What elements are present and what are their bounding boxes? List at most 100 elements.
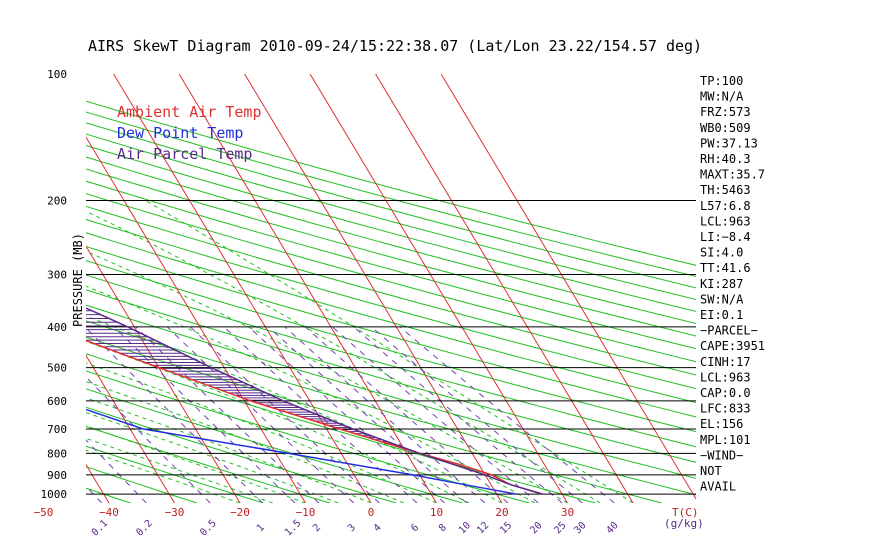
index-value: TH:5463 [700,183,751,197]
dry-adiabat-line [86,122,696,289]
index-value: L57:6.8 [700,199,751,213]
bottom-temperature-tick-label: 0 [368,506,375,519]
mixing-ratio-tick-label: 1 [255,522,267,534]
dry-adiabat-line [86,388,463,503]
isotherm-line [178,74,437,503]
index-value: KI:287 [700,277,743,291]
temperature-unit-label: T(C) [672,506,699,519]
index-value: CAP:0.0 [700,386,751,400]
mixing-ratio-line [332,326,539,503]
dry-adiabat-line [86,168,696,337]
isotherm-line [113,74,372,503]
mixing-ratio-line [268,326,468,503]
dry-adiabat-line [86,304,696,479]
mixing-ratio-tick-label: 10 [457,520,473,536]
index-value: MAXT:35.7 [700,168,765,182]
mixing-ratio-tick-label: 8 [437,522,449,534]
mixing-ratio-line [86,327,263,503]
mixing-ratio-line [166,326,355,503]
moist-adiabat-line [86,449,241,503]
index-value: SW:N/A [700,292,744,306]
pressure-tick-label: 1000 [41,488,68,501]
index-value: AVAIL [700,480,736,494]
dry-adiabat-line [86,466,198,503]
mixing-ratio-tick-label: 15 [498,520,514,536]
mixing-ratio-tick-label: 2 [311,522,323,534]
dry-adiabat-line [86,193,696,363]
isotherm-line [440,74,696,500]
dry-adiabat-line [86,218,696,390]
bottom-temperature-tick-label: −10 [296,506,316,519]
index-value: TT:41.6 [700,261,751,275]
moist-adiabat-line [86,362,437,503]
index-value: WB0:509 [700,121,751,135]
moist-adiabat-line [86,315,503,503]
index-value: CINH:17 [700,355,751,369]
mixing-ratio-line [135,326,320,503]
index-value: PW:37.13 [700,136,758,150]
index-value: LCL:963 [700,214,751,228]
dry-adiabat-line [86,205,696,376]
profile-ambient-air-temp [86,339,543,495]
dry-adiabat-line [86,156,696,325]
pressure-tick-label: 700 [47,423,67,436]
index-value: LCL:963 [700,370,751,384]
index-value: −WIND− [700,448,743,462]
mixing-ratio-tick-label: 0.2 [134,518,155,539]
legend-entry: Dew Point Temp [117,124,243,142]
dry-adiabat-line [86,133,696,301]
legend-entry: Air Parcel Temp [117,145,252,163]
index-value: MW:N/A [700,90,744,104]
bottom-temperature-tick-label: 10 [430,506,443,519]
dry-adiabat-line [86,289,696,463]
index-value: CAPE:3951 [700,339,765,353]
bottom-temperature-tick-label: 20 [495,506,508,519]
mixing-ratio-line [86,376,211,503]
moist-adiabat-line [86,210,601,503]
legend-entry: Ambient Air Temp [117,103,262,121]
y-axis-label: PRESSURE (MB) [71,233,85,327]
index-value: SI:4.0 [700,246,743,260]
dry-adiabat-line [86,370,530,503]
dry-adiabat-line [86,320,696,496]
isotherm-line [86,245,241,503]
pressure-tick-label: 600 [47,395,67,408]
isotherm-line [86,136,306,503]
mixing-ratio-tick-label: 3 [346,522,358,534]
mixing-ratio-line [86,439,147,503]
mixing-ratio-tick-label: 6 [409,522,421,534]
index-value: EL:156 [700,417,743,431]
profile-air-parcel-temp [86,307,543,495]
mixing-ratio-tick-label: 20 [528,520,544,536]
index-value: NOT [700,464,722,478]
mixing-ratio-tick-label: 4 [372,522,384,534]
isotherm-line [375,74,634,503]
pressure-tick-label: 400 [47,321,67,334]
pressure-tick-label: 500 [47,362,67,375]
mixing-ratio-line [190,326,380,503]
pressure-tick-label: 200 [47,195,67,208]
sounding-profiles [86,307,543,495]
bottom-temperature-tick-label: −20 [230,506,250,519]
pressure-tick-label: 100 [47,68,67,81]
dry-adiabat-line [86,144,696,312]
index-value: TP:100 [700,74,743,88]
pressure-tick-label: 300 [47,268,67,281]
mixing-ratio-line [113,326,296,503]
isotherms [86,74,696,503]
dry-adiabat-line [86,100,696,266]
mixing-ratio-tick-label: 40 [604,520,620,536]
dry-adiabat-line [86,111,696,277]
dry-adiabat-line [86,353,596,503]
profile-dew-point-temp [86,408,517,495]
bottom-temperature-tick-label: −30 [165,506,185,519]
mixing-ratio-tick-label: 0.5 [198,518,219,539]
index-value: EI:0.1 [700,308,743,322]
dry-adiabat-line [86,260,696,433]
isotherm-line [244,74,503,503]
dry-adiabat-line [86,445,264,503]
mixing-ratio-tick-label: 0.1 [90,518,111,539]
mixing-ratio-lines [86,326,615,503]
moist-adiabat-line [86,285,536,503]
mixing-ratio-line [371,326,583,503]
